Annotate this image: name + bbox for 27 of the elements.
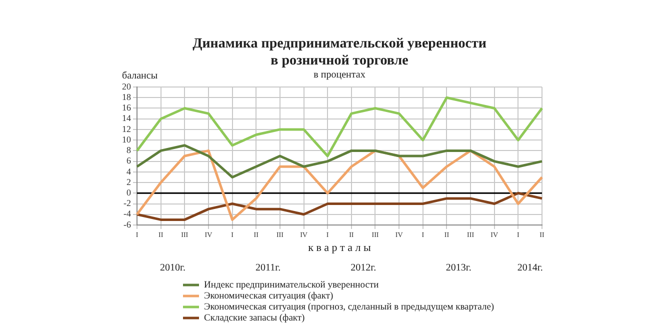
x-axis-title: к в а р т а л ы	[308, 242, 372, 254]
y-tick-label: 12	[122, 124, 131, 134]
y-tick-label: 4	[126, 166, 132, 176]
text: 2011г.	[255, 262, 281, 274]
y-tick-label: 8	[126, 145, 132, 156]
legend-label: Экономическая ситуация (прогноз, сделанный в предыдущем квартале)	[204, 302, 494, 312]
y-tick-label: 20	[122, 81, 132, 92]
text: 2013г.	[446, 262, 472, 274]
legend-label: Индекс предпринимательской уверенности	[204, 280, 379, 290]
text: 2014г.	[517, 262, 543, 274]
y-tick-label: -2	[124, 198, 131, 208]
legend-label: Экономическая ситуация (факт)	[204, 292, 334, 302]
y-tick-label: 16	[122, 102, 132, 113]
y-tick-label: 0	[126, 188, 132, 198]
text: 2012г.	[350, 262, 376, 274]
y-tick-label: -6	[124, 219, 132, 230]
text: 2010г.	[160, 262, 186, 274]
y-axis-title: балансы	[122, 70, 158, 82]
y-tick-label: 2	[126, 176, 131, 187]
y-tick-label: 18	[122, 92, 132, 102]
y-tick-label: -4	[124, 208, 132, 219]
legend-label: Складские запасы (факт)	[204, 314, 305, 324]
y-tick-label: 6	[126, 156, 132, 166]
y-tick-label: 14	[122, 113, 132, 124]
chart-subtitle: в процентах	[314, 70, 366, 81]
y-tick-label: 10	[122, 134, 132, 144]
chart-title: Динамика предпринимательской уверенности в розничной торговле	[192, 36, 486, 69]
